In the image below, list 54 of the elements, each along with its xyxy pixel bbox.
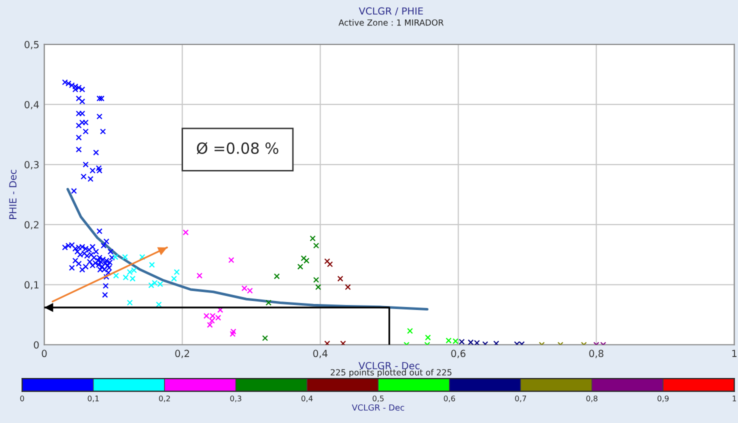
x-tick-label: 1 (732, 350, 737, 357)
x-axis-title: VCLGR - Dec (358, 362, 420, 370)
color-bar-title: VCLGR - Dec (352, 404, 404, 411)
point (126, 300, 133, 306)
point (182, 229, 189, 236)
point (344, 284, 351, 290)
point (310, 235, 316, 242)
point (196, 272, 202, 279)
point (230, 330, 236, 337)
point (156, 302, 162, 308)
point (230, 328, 236, 334)
text: 225 points plotted out of 225 (330, 369, 452, 378)
point (313, 242, 320, 249)
point (139, 254, 146, 260)
chart-title: VCLGR / PHIE (358, 7, 423, 16)
point (337, 276, 344, 282)
point (208, 318, 215, 324)
point (148, 262, 155, 268)
point (304, 258, 310, 264)
y-tick-label: 0,1 (24, 281, 39, 290)
x-tick-label: 0,6 (451, 350, 466, 358)
y-tick-label: 0,2 (24, 221, 38, 230)
point (407, 328, 413, 334)
y-tick-label: 0 (34, 341, 39, 349)
point (300, 255, 307, 262)
x-tick-label: 0 (42, 350, 47, 358)
y-tick-label: 0,5 (24, 40, 39, 50)
x-tick-label: 0,2 (175, 350, 190, 358)
point (148, 282, 154, 288)
x-tick-label: 0,4 (313, 350, 328, 358)
chart-subtitle: Active Zone : 1 MIRADOR (338, 19, 444, 26)
y-axis-title: PHIE - Dec (9, 170, 17, 219)
point (112, 254, 118, 260)
x-tick-label: 0,8 (589, 350, 604, 358)
point (274, 273, 280, 280)
y-tick-label: 0,4 (24, 100, 39, 110)
point (262, 335, 268, 342)
point (113, 272, 120, 279)
point (174, 269, 180, 276)
point (126, 269, 133, 276)
annotation: Ø =0.08 % (196, 142, 278, 154)
point (326, 261, 333, 268)
point (297, 264, 304, 270)
point (228, 257, 234, 264)
point (313, 276, 320, 283)
point (315, 284, 322, 290)
point (122, 254, 128, 260)
y-tick-label: 0,3 (24, 161, 39, 170)
point (206, 322, 213, 328)
point (171, 276, 177, 282)
point (424, 334, 431, 340)
point (458, 338, 465, 345)
point (266, 300, 272, 306)
point (324, 258, 330, 264)
